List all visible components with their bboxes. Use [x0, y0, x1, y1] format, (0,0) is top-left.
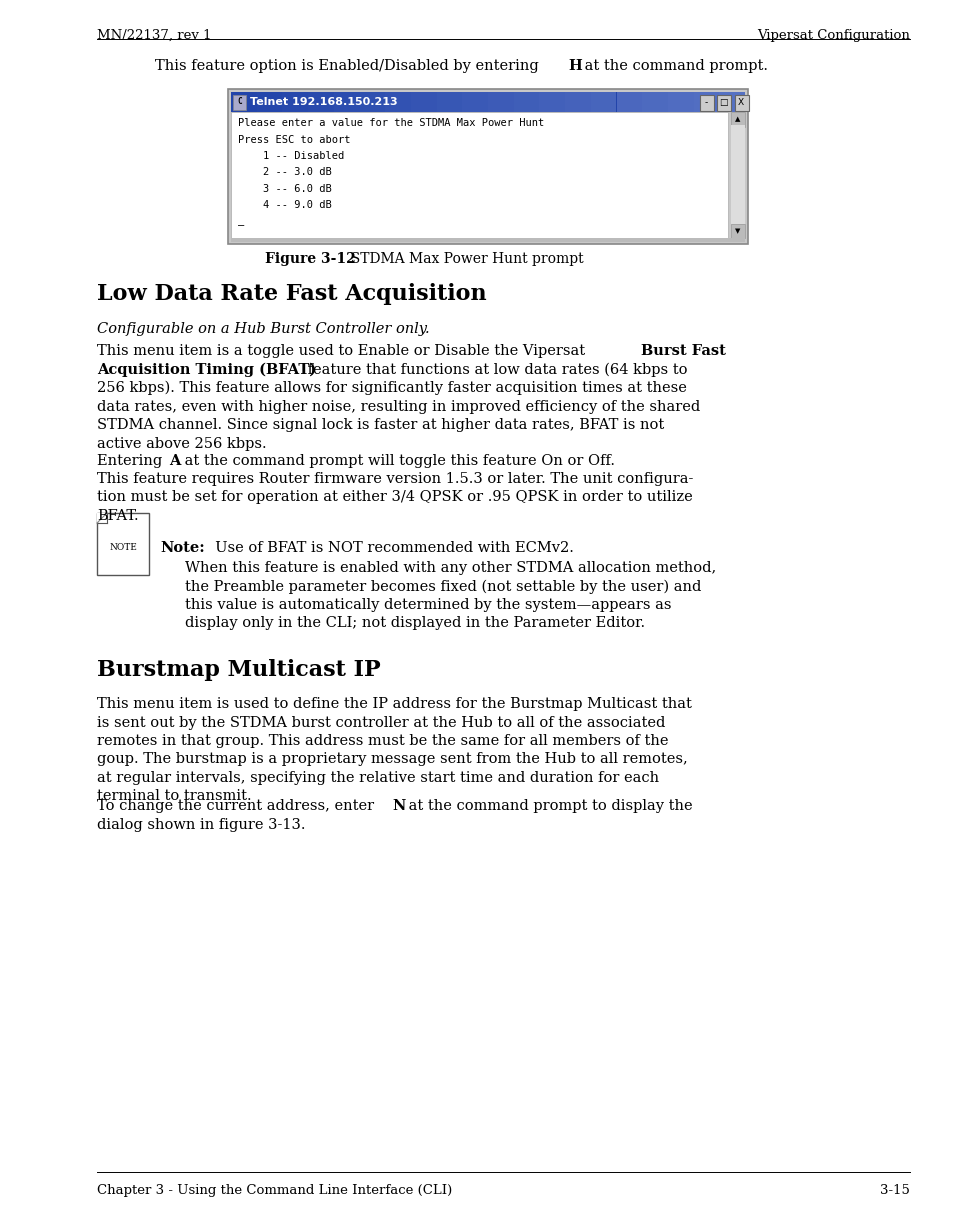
Text: at the command prompt will toggle this feature On or Off.: at the command prompt will toggle this f… — [180, 454, 615, 467]
Text: MN/22137, rev 1: MN/22137, rev 1 — [97, 29, 212, 42]
Bar — [462, 92, 488, 112]
Text: remotes in that group. This address must be the same for all members of the: remotes in that group. This address must… — [97, 734, 668, 748]
Text: 256 kbps). This feature allows for significantly faster acquisition times at the: 256 kbps). This feature allows for signi… — [97, 382, 686, 395]
Text: This feature requires Router firmware version 1.5.3 or later. The unit configura: This feature requires Router firmware ve… — [97, 472, 693, 486]
Text: at the command prompt to display the: at the command prompt to display the — [403, 799, 691, 814]
FancyBboxPatch shape — [734, 94, 748, 110]
Bar — [256, 92, 282, 112]
Text: STDMA channel. Since signal lock is faster at higher data rates, BFAT is not: STDMA channel. Since signal lock is fast… — [97, 418, 663, 432]
Text: Low Data Rate Fast Acquisition: Low Data Rate Fast Acquisition — [97, 283, 486, 306]
Bar — [538, 92, 564, 112]
Text: Please enter a value for the STDMA Max Power Hunt: Please enter a value for the STDMA Max P… — [237, 119, 543, 129]
Bar — [590, 92, 616, 112]
Polygon shape — [97, 513, 107, 523]
Bar — [564, 92, 590, 112]
FancyBboxPatch shape — [231, 112, 727, 238]
Text: terminal to transmit.: terminal to transmit. — [97, 789, 252, 804]
Text: tion must be set for operation at either 3/4 QPSK or .95 QPSK in order to utiliz: tion must be set for operation at either… — [97, 491, 692, 504]
Text: Chapter 3 - Using the Command Line Interface (CLI): Chapter 3 - Using the Command Line Inter… — [97, 1184, 452, 1198]
Bar — [693, 92, 719, 112]
Text: N: N — [392, 799, 405, 814]
FancyBboxPatch shape — [233, 94, 246, 109]
Text: this value is automatically determined by the system—appears as: this value is automatically determined b… — [185, 598, 671, 612]
Text: active above 256 kbps.: active above 256 kbps. — [97, 437, 266, 450]
Text: -: - — [703, 98, 707, 107]
Text: Entering: Entering — [97, 454, 167, 467]
Text: goup. The burstmap is a proprietary message sent from the Hub to all remotes,: goup. The burstmap is a proprietary mess… — [97, 752, 687, 767]
FancyBboxPatch shape — [730, 225, 744, 238]
Text: ▲: ▲ — [735, 117, 740, 123]
Bar — [334, 92, 359, 112]
Text: feature that functions at low data rates (64 kbps to: feature that functions at low data rates… — [303, 362, 687, 377]
Bar — [719, 92, 744, 112]
Text: □: □ — [719, 98, 727, 107]
Text: NOTE: NOTE — [109, 542, 137, 551]
Text: 1 -- Disabled: 1 -- Disabled — [237, 151, 344, 161]
Bar — [359, 92, 385, 112]
Text: Acquisition Timing (BFAT): Acquisition Timing (BFAT) — [97, 362, 315, 377]
Text: at the command prompt.: at the command prompt. — [578, 59, 767, 72]
Text: Telnet 192.168.150.213: Telnet 192.168.150.213 — [250, 97, 397, 107]
Text: 3 -- 6.0 dB: 3 -- 6.0 dB — [237, 184, 332, 194]
FancyBboxPatch shape — [730, 124, 744, 225]
Text: display only in the CLI; not displayed in the Parameter Editor.: display only in the CLI; not displayed i… — [185, 616, 644, 631]
FancyBboxPatch shape — [231, 238, 744, 243]
Text: This menu item is used to define the IP address for the Burstmap Multicast that: This menu item is used to define the IP … — [97, 697, 691, 710]
Text: C: C — [237, 97, 241, 107]
Bar — [231, 92, 256, 112]
Text: To change the current address, enter: To change the current address, enter — [97, 799, 378, 814]
Text: Burst Fast: Burst Fast — [640, 344, 725, 358]
Text: Use of BFAT is NOT recommended with ECMv2.: Use of BFAT is NOT recommended with ECMv… — [206, 541, 574, 555]
Bar — [436, 92, 462, 112]
FancyBboxPatch shape — [97, 513, 149, 575]
Text: _: _ — [237, 216, 244, 226]
Text: the Preamble parameter becomes fixed (not settable by the user) and: the Preamble parameter becomes fixed (no… — [185, 579, 700, 594]
Text: data rates, even with higher noise, resulting in improved efficiency of the shar: data rates, even with higher noise, resu… — [97, 400, 700, 413]
Text: Press ESC to abort: Press ESC to abort — [237, 135, 350, 145]
Bar — [667, 92, 693, 112]
Bar — [385, 92, 411, 112]
Bar — [641, 92, 667, 112]
Text: dialog shown in figure 3-13.: dialog shown in figure 3-13. — [97, 817, 305, 832]
Text: H: H — [567, 59, 581, 72]
FancyBboxPatch shape — [699, 94, 713, 110]
Text: Note:: Note: — [160, 541, 205, 555]
FancyBboxPatch shape — [730, 113, 744, 126]
Bar — [488, 92, 513, 112]
Text: X: X — [738, 98, 743, 107]
Text: Figure 3-12: Figure 3-12 — [265, 252, 355, 266]
Text: When this feature is enabled with any other STDMA allocation method,: When this feature is enabled with any ot… — [185, 561, 716, 575]
Bar — [282, 92, 308, 112]
Text: Configurable on a Hub Burst Controller only.: Configurable on a Hub Burst Controller o… — [97, 321, 429, 336]
Text: Burstmap Multicast IP: Burstmap Multicast IP — [97, 659, 380, 681]
Text: 2 -- 3.0 dB: 2 -- 3.0 dB — [237, 167, 332, 178]
Text: Vipersat Configuration: Vipersat Configuration — [757, 29, 909, 42]
Bar — [616, 92, 641, 112]
Text: at regular intervals, specifying the relative start time and duration for each: at regular intervals, specifying the rel… — [97, 771, 659, 785]
Text: 3-15: 3-15 — [880, 1184, 909, 1198]
Bar — [308, 92, 334, 112]
Text: 4 -- 9.0 dB: 4 -- 9.0 dB — [237, 200, 332, 210]
Text: BFAT.: BFAT. — [97, 509, 138, 523]
FancyBboxPatch shape — [717, 94, 730, 110]
Text: A: A — [169, 454, 180, 467]
Text: STDMA Max Power Hunt prompt: STDMA Max Power Hunt prompt — [341, 252, 583, 266]
Text: This menu item is a toggle used to Enable or Disable the Vipersat: This menu item is a toggle used to Enabl… — [97, 344, 589, 358]
Text: ▼: ▼ — [735, 228, 740, 234]
FancyBboxPatch shape — [231, 92, 744, 112]
FancyBboxPatch shape — [228, 90, 747, 244]
Text: This feature option is Enabled/Disabled by entering: This feature option is Enabled/Disabled … — [154, 59, 543, 72]
Bar — [513, 92, 538, 112]
Text: is sent out by the STDMA burst controller at the Hub to all of the associated: is sent out by the STDMA burst controlle… — [97, 715, 664, 730]
Bar — [411, 92, 436, 112]
